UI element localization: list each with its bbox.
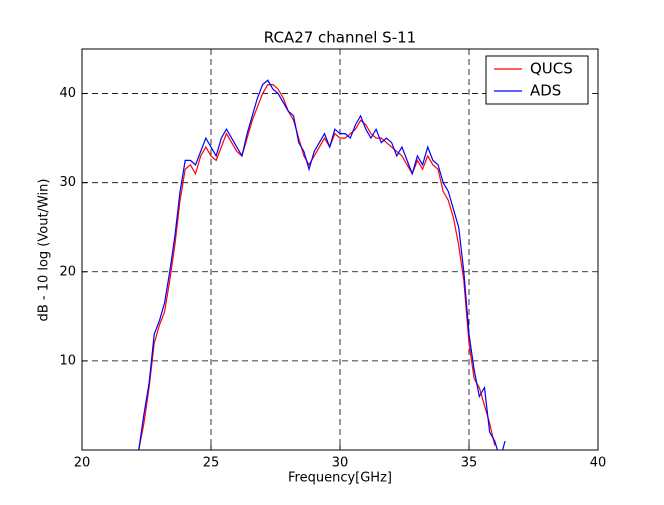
- legend: QUCS ADS: [485, 55, 589, 105]
- legend-label: QUCS: [530, 60, 573, 78]
- x-tick-label: 35: [461, 456, 478, 471]
- x-tick-label: 40: [590, 456, 607, 471]
- y-tick-label: 20: [59, 264, 76, 279]
- y-tick-label: 10: [59, 353, 76, 368]
- series-line: [138, 79, 506, 450]
- x-tick-label: 25: [203, 456, 220, 471]
- legend-box: [485, 55, 589, 105]
- y-axis-label: dB - 10 log (Vout/Win): [37, 179, 52, 322]
- x-tick-label: 30: [332, 456, 349, 471]
- x-axis-label: Frequency[GHz]: [288, 471, 392, 486]
- legend-label: ADS: [530, 82, 561, 100]
- y-tick-label: 40: [59, 86, 76, 101]
- axes-frame: [81, 48, 599, 451]
- x-tick-label: 20: [74, 456, 91, 471]
- y-tick-label: 30: [59, 175, 76, 190]
- series-line: [138, 84, 496, 450]
- plot-area: [81, 49, 599, 450]
- chart-title: RCA27 channel S-11: [264, 29, 416, 47]
